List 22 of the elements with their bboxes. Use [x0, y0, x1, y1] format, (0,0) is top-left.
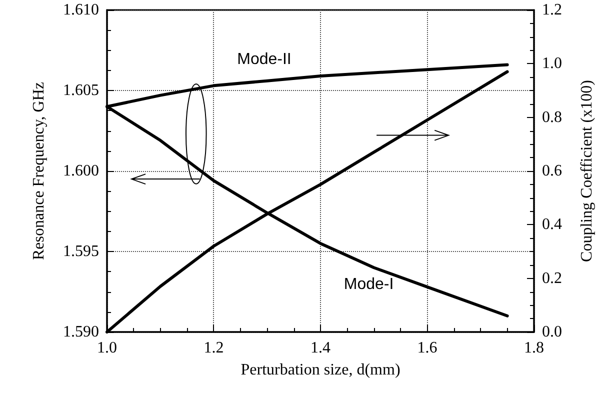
y2-tick-label: 0.6 — [542, 162, 562, 180]
series-label: Mode-II — [237, 50, 292, 69]
x-tick-label: 1.4 — [310, 340, 330, 356]
y2-tick-label: 0.2 — [542, 270, 562, 287]
y-tick-label: 1.595 — [63, 243, 99, 260]
y-axis-title: Resonance Frequency, GHz — [30, 82, 48, 260]
y-tick-label: 1.600 — [63, 162, 99, 180]
y2-tick-label: 0.8 — [542, 108, 562, 126]
y2-axis-title: Coupling Coefficient (x100) — [578, 80, 596, 262]
y-tick-label: 1.605 — [63, 82, 99, 99]
y2-tick-label: 1.0 — [542, 55, 562, 72]
y2-tick-label: 1.2 — [542, 2, 562, 18]
y-tick-label: 1.590 — [63, 324, 99, 340]
x-tick-label: 1.2 — [204, 340, 224, 356]
x-tick-label: 1.8 — [524, 340, 544, 356]
y-tick-label: 1.610 — [63, 2, 99, 18]
y2-tick-label: 0.4 — [542, 216, 562, 234]
series-label: Mode-I — [344, 276, 394, 294]
x-axis-title: Perturbation size, d(mm) — [240, 362, 400, 378]
x-tick-label: 1.6 — [417, 340, 438, 356]
y2-tick-label: 0.0 — [542, 324, 562, 340]
x-tick-label: 1.0 — [97, 340, 117, 356]
